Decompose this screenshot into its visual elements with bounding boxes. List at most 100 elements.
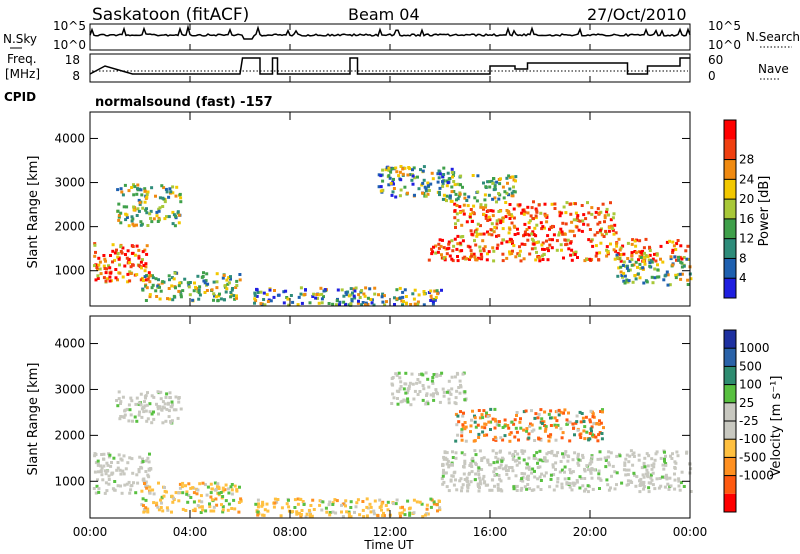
data-cell-7 — [491, 197, 495, 201]
data-cell-8 — [673, 255, 677, 259]
data-cell-7 — [441, 197, 445, 201]
data-cell-8 — [671, 263, 675, 267]
data-cell-4 — [463, 390, 467, 394]
data-cell-6 — [535, 223, 539, 227]
data-cell-3 — [287, 498, 290, 502]
data-cell-0 — [134, 491, 138, 495]
data-cell-0 — [104, 259, 107, 263]
data-cell-4 — [387, 183, 391, 187]
data-cell-6 — [482, 207, 485, 211]
data-cell-6 — [534, 214, 538, 218]
data-cell-1 — [171, 222, 175, 226]
data-cell-0 — [146, 456, 150, 460]
data-cell-5 — [505, 472, 509, 476]
data-cell-2 — [179, 293, 183, 297]
data-cell-6 — [507, 231, 511, 235]
data-cell-4 — [416, 378, 420, 381]
data-cell-3 — [398, 511, 402, 515]
data-cell-3 — [256, 510, 260, 514]
data-cell-8 — [619, 270, 623, 274]
data-cell-5 — [473, 478, 477, 482]
data-cell-6 — [597, 422, 601, 426]
data-cell-2 — [189, 486, 193, 490]
data-cell-6 — [542, 420, 546, 424]
data-cell-6 — [540, 417, 544, 421]
data-cell-2 — [239, 499, 243, 503]
data-cell-2 — [148, 491, 152, 495]
data-cell-0 — [100, 466, 104, 470]
beam-title: Beam 04 — [348, 5, 420, 24]
data-cell-1 — [155, 214, 159, 218]
nsearch-tick-bottom: 10^0 — [708, 38, 741, 52]
data-cell-6 — [461, 414, 465, 418]
data-cell-5 — [451, 450, 454, 454]
data-cell-6 — [486, 415, 490, 419]
data-cell-4 — [411, 182, 415, 186]
data-cell-2 — [209, 509, 213, 513]
data-cell-1 — [117, 218, 121, 222]
data-cell-8 — [616, 274, 620, 278]
data-cell-7 — [507, 174, 511, 178]
data-cell-6 — [601, 410, 604, 414]
data-cell-7 — [455, 198, 458, 202]
data-cell-3 — [318, 503, 322, 507]
data-cell-1 — [179, 407, 183, 411]
data-cell-4 — [442, 394, 446, 398]
data-cell-5 — [527, 474, 530, 478]
data-cell-6 — [554, 425, 558, 429]
colorbar-swatch-2 — [724, 238, 736, 259]
data-cell-0 — [140, 266, 143, 270]
data-cell-2 — [159, 498, 162, 502]
data-cell-6 — [486, 230, 489, 234]
data-cell-5 — [520, 472, 524, 475]
data-cell-6 — [495, 222, 499, 226]
data-cell-2 — [205, 272, 209, 276]
data-cell-2 — [226, 487, 230, 491]
data-cell-5 — [630, 242, 634, 246]
data-cell-1 — [138, 410, 141, 414]
x-axis-label: Time UT — [363, 538, 414, 552]
data-cell-5 — [560, 482, 564, 486]
data-cell-8 — [641, 266, 645, 270]
data-cell-6 — [473, 420, 477, 424]
data-cell-5 — [673, 472, 676, 476]
data-cell-4 — [399, 380, 403, 384]
data-cell-8 — [677, 255, 680, 259]
data-cell-6 — [538, 426, 542, 430]
data-cell-5 — [500, 456, 504, 460]
data-cell-1 — [171, 185, 175, 189]
data-cell-5 — [501, 467, 505, 471]
data-cell-2 — [152, 492, 156, 496]
data-cell-5 — [481, 239, 485, 243]
data-cell-5 — [523, 485, 527, 489]
data-cell-5 — [669, 454, 672, 458]
data-cell-5 — [499, 463, 503, 467]
data-cell-4 — [401, 167, 405, 171]
data-cell-1 — [127, 419, 131, 423]
data-cell-5 — [607, 461, 611, 465]
data-cell-4 — [438, 170, 442, 174]
data-cell-5 — [500, 459, 504, 463]
data-cell-6 — [510, 221, 514, 225]
data-cell-5 — [534, 258, 538, 262]
data-cell-5 — [588, 462, 592, 466]
data-cell-1 — [117, 397, 121, 401]
data-cell-3 — [355, 501, 359, 505]
data-cell-3 — [327, 302, 331, 305]
data-cell-6 — [577, 228, 581, 232]
data-cell-4 — [463, 398, 467, 402]
data-cell-5 — [581, 453, 585, 457]
data-cell-6 — [526, 211, 530, 215]
data-cell-5 — [658, 477, 662, 480]
data-cell-5 — [454, 478, 457, 482]
data-cell-5 — [501, 252, 505, 256]
data-cell-1 — [118, 417, 122, 421]
data-cell-5 — [430, 252, 434, 256]
data-cell-5 — [618, 454, 622, 458]
data-cell-0 — [141, 258, 144, 262]
data-cell-8 — [653, 267, 657, 271]
data-cell-5 — [603, 456, 607, 460]
data-cell-3 — [435, 289, 439, 293]
data-cell-6 — [595, 422, 599, 425]
data-cell-8 — [686, 278, 690, 282]
